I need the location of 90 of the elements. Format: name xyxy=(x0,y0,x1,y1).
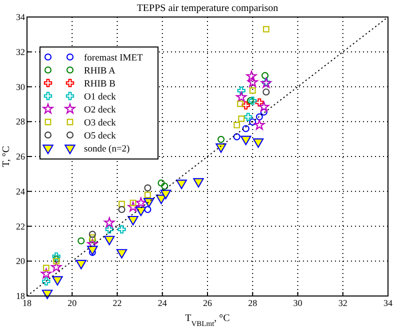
chart-title: TEPPS air temperature comparison xyxy=(136,3,278,14)
point xyxy=(76,260,87,270)
point xyxy=(40,268,52,278)
x-tick-label: 22 xyxy=(112,298,122,308)
point xyxy=(242,101,250,110)
point xyxy=(89,234,96,241)
point xyxy=(255,98,264,107)
point xyxy=(136,197,146,208)
point xyxy=(144,192,151,198)
point xyxy=(246,97,254,104)
point xyxy=(249,87,256,94)
point xyxy=(242,125,250,132)
point xyxy=(246,70,257,81)
y-tick-label: 26 xyxy=(16,152,26,162)
point xyxy=(193,178,204,188)
point xyxy=(51,262,62,272)
legend-label: RHIB B xyxy=(84,80,116,90)
point xyxy=(158,179,165,187)
x-axis-title: T$_{VBLmt}$, °C xyxy=(185,313,230,328)
point xyxy=(262,88,270,96)
point xyxy=(248,96,257,105)
point xyxy=(260,108,268,116)
y-axis-title: T, °C xyxy=(1,146,12,168)
point xyxy=(88,236,96,244)
point xyxy=(42,277,50,286)
y-tick-label: 18 xyxy=(16,291,26,301)
x-tick-label: 34 xyxy=(384,298,393,308)
legend-label: RHIB A xyxy=(84,66,116,76)
x-tick-label: 24 xyxy=(158,298,168,308)
point xyxy=(104,236,115,246)
point xyxy=(262,26,270,32)
point xyxy=(161,182,168,190)
legend-label: O5 deck xyxy=(84,132,116,142)
point xyxy=(244,112,252,122)
point xyxy=(262,72,269,80)
point xyxy=(218,136,225,143)
y-tick-label: 34 xyxy=(16,12,26,22)
point xyxy=(258,101,270,112)
legend-label: O1 deck xyxy=(84,92,116,102)
point xyxy=(88,230,96,238)
point xyxy=(52,276,63,286)
y-tick-label: 24 xyxy=(16,186,26,196)
point xyxy=(42,264,50,272)
point xyxy=(237,86,246,95)
x-tick-label: 26 xyxy=(203,298,212,308)
point xyxy=(118,200,125,208)
point xyxy=(143,198,154,208)
point xyxy=(144,184,152,192)
point xyxy=(254,120,265,130)
point xyxy=(240,136,252,146)
x-tick-label: 30 xyxy=(293,298,303,308)
point xyxy=(234,122,240,128)
point xyxy=(116,249,128,259)
point xyxy=(104,217,115,228)
legend-label: foremast IMET xyxy=(84,54,144,64)
point xyxy=(238,115,245,122)
point xyxy=(87,246,98,256)
point xyxy=(42,290,53,300)
legend-label: O3 deck xyxy=(84,118,116,128)
point xyxy=(128,216,138,226)
point xyxy=(136,206,146,216)
point xyxy=(105,225,114,234)
x-tick-label: 32 xyxy=(338,298,348,308)
point xyxy=(176,180,187,190)
point xyxy=(236,92,247,102)
point xyxy=(256,113,263,120)
y-tick-label: 32 xyxy=(16,46,25,57)
x-tick-label: 18 xyxy=(22,298,32,308)
legend-label: sonde (n=2) xyxy=(84,144,130,154)
point xyxy=(247,76,258,87)
point xyxy=(52,252,60,261)
y-tick-label: 30 xyxy=(16,82,26,92)
x-tick-label: 20 xyxy=(68,298,78,308)
point xyxy=(78,237,85,244)
y-tick-label: 22 xyxy=(16,221,25,232)
point xyxy=(144,206,152,214)
point xyxy=(233,133,240,140)
point xyxy=(128,202,138,212)
point xyxy=(118,225,126,234)
point xyxy=(118,206,126,214)
point xyxy=(252,138,264,148)
y-tick-label: 28 xyxy=(16,116,26,127)
point xyxy=(160,190,172,200)
legend-label: O2 deck xyxy=(84,106,116,116)
point xyxy=(249,118,256,126)
x-tick-label: 28 xyxy=(248,298,258,308)
y-tick-label: 20 xyxy=(16,256,26,266)
point xyxy=(237,100,244,108)
point xyxy=(216,143,226,153)
point xyxy=(87,238,98,249)
